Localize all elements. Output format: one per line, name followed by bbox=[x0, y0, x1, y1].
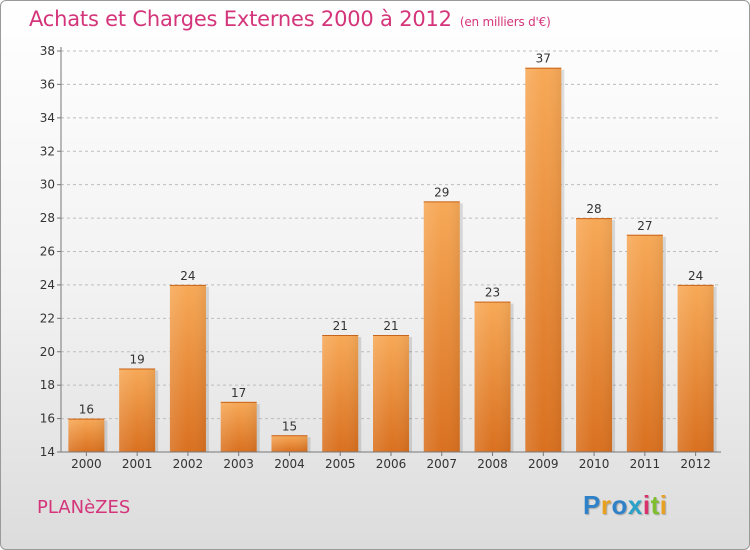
value-label: 15 bbox=[282, 419, 297, 433]
bar-highlight bbox=[220, 401, 257, 452]
x-tick-label: 2012 bbox=[680, 457, 711, 471]
logo-letter: o bbox=[611, 490, 628, 520]
x-tick-label: 2002 bbox=[173, 457, 204, 471]
bar-highlight bbox=[119, 368, 156, 452]
bar-highlight bbox=[322, 335, 359, 452]
value-label: 19 bbox=[130, 352, 145, 366]
x-tick-label: 2005 bbox=[325, 457, 356, 471]
bar-highlight bbox=[525, 67, 562, 452]
value-label: 16 bbox=[79, 403, 94, 417]
bar-highlight bbox=[169, 284, 206, 452]
value-label: 21 bbox=[383, 319, 398, 333]
logo-letter: P bbox=[583, 490, 601, 520]
y-tick-label: 36 bbox=[40, 77, 55, 91]
x-tick-label: 2010 bbox=[579, 457, 610, 471]
bar-highlight bbox=[271, 435, 308, 452]
logo-letter: i bbox=[659, 490, 668, 520]
bar-highlight bbox=[677, 284, 714, 452]
bars-layer: 16 19 24 17 15 21 21 29 23 37 28 27 24 bbox=[68, 52, 717, 452]
value-label: 17 bbox=[231, 386, 246, 400]
y-tick-label: 28 bbox=[40, 211, 55, 225]
chart-unit: (en milliers d'€) bbox=[459, 15, 551, 29]
y-tick-label: 16 bbox=[40, 412, 55, 426]
y-tick-label: 24 bbox=[40, 278, 55, 292]
y-tick-label: 34 bbox=[40, 111, 55, 125]
proxiti-logo[interactable]: Proxiti bbox=[583, 490, 667, 521]
bar-highlight bbox=[576, 218, 613, 452]
x-tick-label: 2008 bbox=[477, 457, 508, 471]
logo-letter: x bbox=[627, 490, 643, 520]
value-label: 21 bbox=[333, 319, 348, 333]
chart-title-text: Achats et Charges Externes 2000 à 2012 bbox=[29, 7, 452, 31]
y-tick-label: 18 bbox=[40, 378, 55, 392]
logo-letter: r bbox=[600, 490, 612, 520]
value-label: 28 bbox=[586, 202, 601, 216]
value-label: 37 bbox=[536, 52, 551, 66]
x-tick-label: 2000 bbox=[71, 457, 102, 471]
bar-highlight bbox=[626, 234, 663, 452]
bar-highlight bbox=[474, 301, 511, 452]
y-tick-label: 14 bbox=[40, 445, 55, 459]
x-tick-label: 2001 bbox=[122, 457, 153, 471]
x-tick-label: 2009 bbox=[528, 457, 559, 471]
y-tick-label: 30 bbox=[40, 178, 55, 192]
commune-name: PLANèZES bbox=[37, 497, 131, 518]
value-label: 27 bbox=[637, 219, 652, 233]
x-tick-label: 2007 bbox=[426, 457, 457, 471]
y-tick-label: 20 bbox=[40, 345, 55, 359]
logo-letter: i bbox=[642, 490, 651, 520]
x-tick-label: 2003 bbox=[223, 457, 254, 471]
x-tick-label: 2011 bbox=[630, 457, 661, 471]
y-tick-label: 32 bbox=[40, 144, 55, 158]
logo-letter: t bbox=[650, 490, 660, 520]
bar-highlight bbox=[68, 418, 105, 452]
x-tick-label: 2004 bbox=[274, 457, 305, 471]
value-label: 24 bbox=[688, 269, 703, 283]
bar-highlight bbox=[423, 201, 460, 452]
chart-title: Achats et Charges Externes 2000 à 2012 (e… bbox=[29, 7, 551, 31]
value-label: 24 bbox=[180, 269, 195, 283]
axes-layer: 14 16 18 20 22 24 26 28 30 32 34 36 38 2000 2001 2002 20… bbox=[40, 44, 721, 471]
bar-highlight bbox=[373, 335, 409, 452]
y-tick-label: 22 bbox=[40, 311, 55, 325]
value-label: 29 bbox=[434, 185, 449, 199]
value-label: 23 bbox=[485, 286, 500, 300]
y-tick-label: 38 bbox=[40, 44, 55, 58]
x-tick-label: 2006 bbox=[376, 457, 407, 471]
y-tick-label: 26 bbox=[40, 245, 55, 259]
